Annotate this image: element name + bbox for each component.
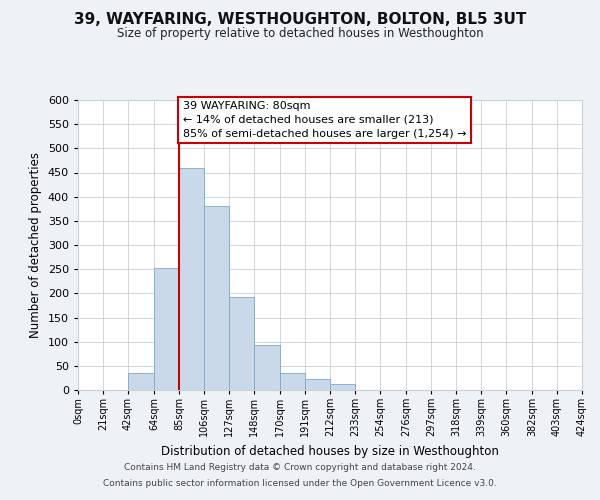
Bar — [305, 380, 330, 390]
Bar — [229, 297, 254, 390]
Bar — [128, 373, 154, 390]
Text: 39, WAYFARING, WESTHOUGHTON, BOLTON, BL5 3UT: 39, WAYFARING, WESTHOUGHTON, BOLTON, BL5… — [74, 12, 526, 28]
Text: Contains HM Land Registry data © Crown copyright and database right 2024.: Contains HM Land Registry data © Crown c… — [124, 464, 476, 472]
Y-axis label: Number of detached properties: Number of detached properties — [29, 152, 42, 338]
Text: 39 WAYFARING: 80sqm
← 14% of detached houses are smaller (213)
85% of semi-detac: 39 WAYFARING: 80sqm ← 14% of detached ho… — [182, 101, 466, 139]
Bar — [154, 268, 179, 390]
X-axis label: Distribution of detached houses by size in Westhoughton: Distribution of detached houses by size … — [161, 444, 499, 458]
Bar — [254, 345, 280, 390]
Bar — [330, 384, 355, 390]
Bar — [280, 373, 305, 390]
Bar — [204, 206, 229, 390]
Text: Contains public sector information licensed under the Open Government Licence v3: Contains public sector information licen… — [103, 478, 497, 488]
Bar — [179, 168, 204, 390]
Text: Size of property relative to detached houses in Westhoughton: Size of property relative to detached ho… — [116, 28, 484, 40]
